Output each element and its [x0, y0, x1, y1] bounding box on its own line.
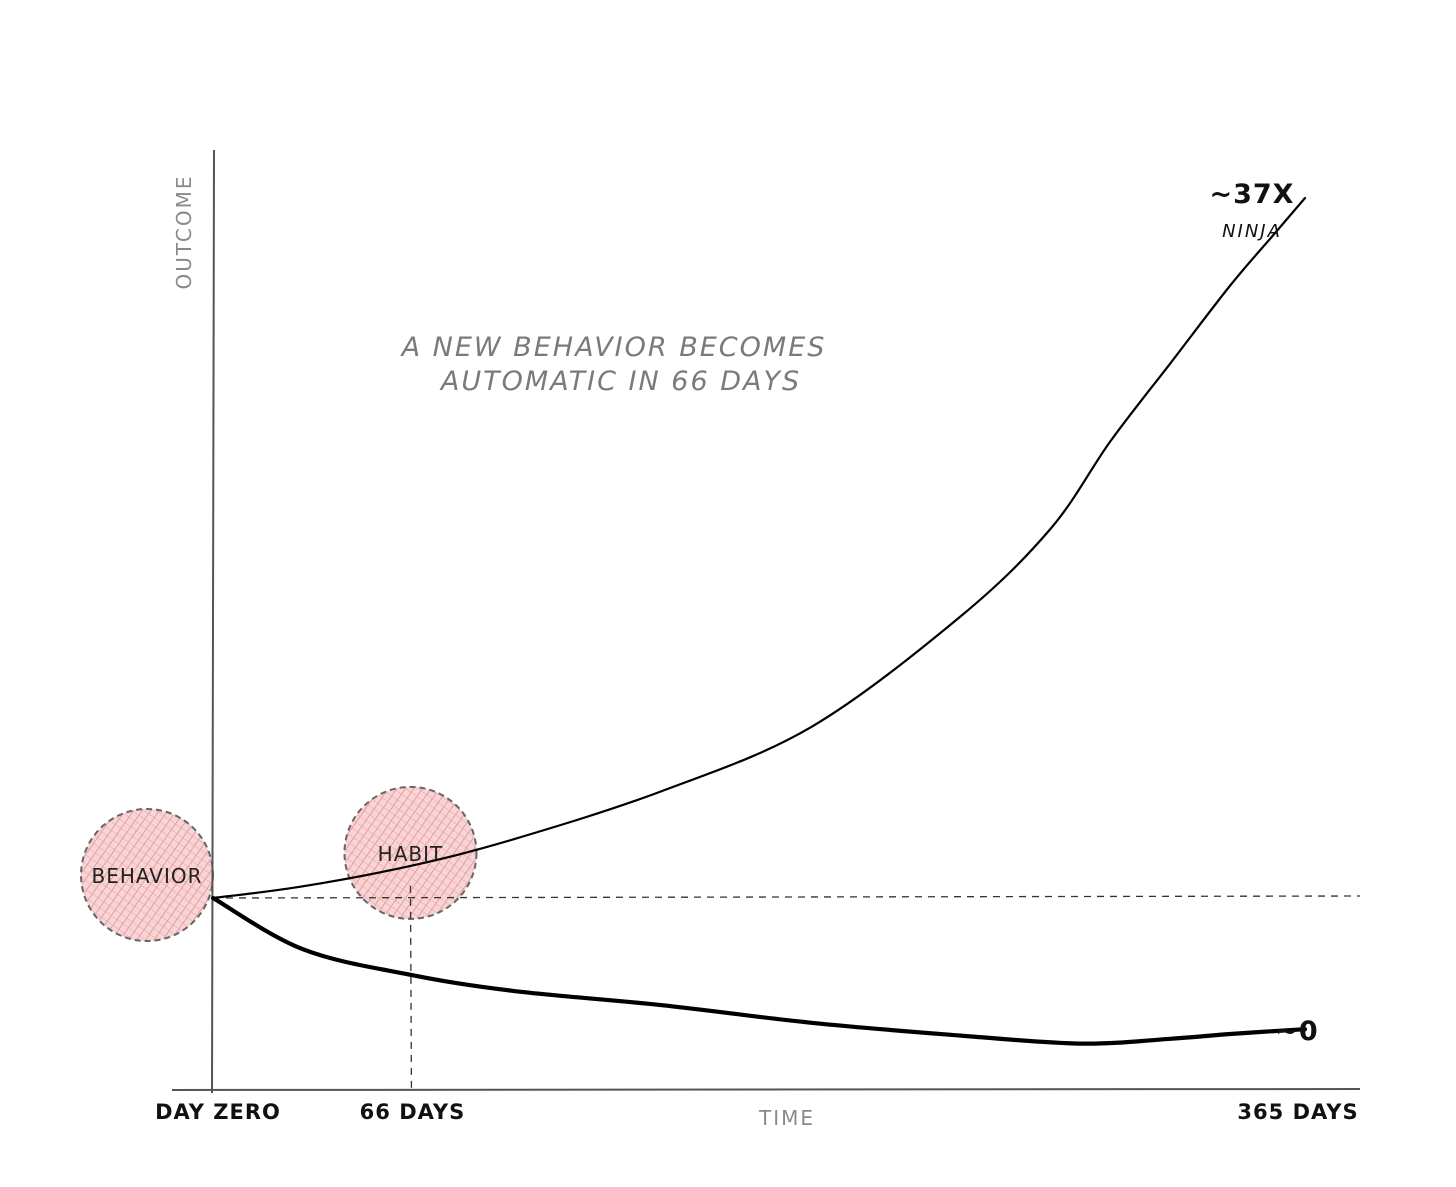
baseline-dashed-line [212, 895, 1361, 899]
series-2-end-label: ~0 [1275, 1016, 1318, 1047]
series-layer [210, 196, 1308, 1046]
x-tick-label-1: DAY ZERO [155, 1100, 281, 1124]
x-tick-labels: DAY ZERO 66 DAYS 365 DAYS [155, 1100, 1358, 1124]
x-tick-label-2: 66 DAYS [360, 1100, 466, 1124]
series-1-end-sublabel: NINJA [1222, 221, 1282, 242]
annotation-line-1: A NEW BEHAVIOR BECOMES [400, 332, 827, 363]
y-axis-title: OUTCOME [172, 174, 196, 289]
annotation-line-2: AUTOMATIC IN 66 DAYS [439, 366, 801, 397]
y-axis [211, 149, 215, 1094]
x-tick-label-3: 365 DAYS [1237, 1100, 1358, 1124]
guide-66-days-line [409, 885, 413, 1091]
series-line-1 [211, 196, 1307, 900]
marker-label-2: HABIT [378, 842, 444, 866]
x-axis-title: TIME [758, 1106, 815, 1130]
series-line-2 [210, 895, 1308, 1046]
marker-label-1: BEHAVIOR [91, 864, 202, 888]
series-1-end-label: ~37X [1209, 179, 1294, 210]
guides-layer [212, 885, 1361, 1091]
x-axis [171, 1088, 1361, 1091]
